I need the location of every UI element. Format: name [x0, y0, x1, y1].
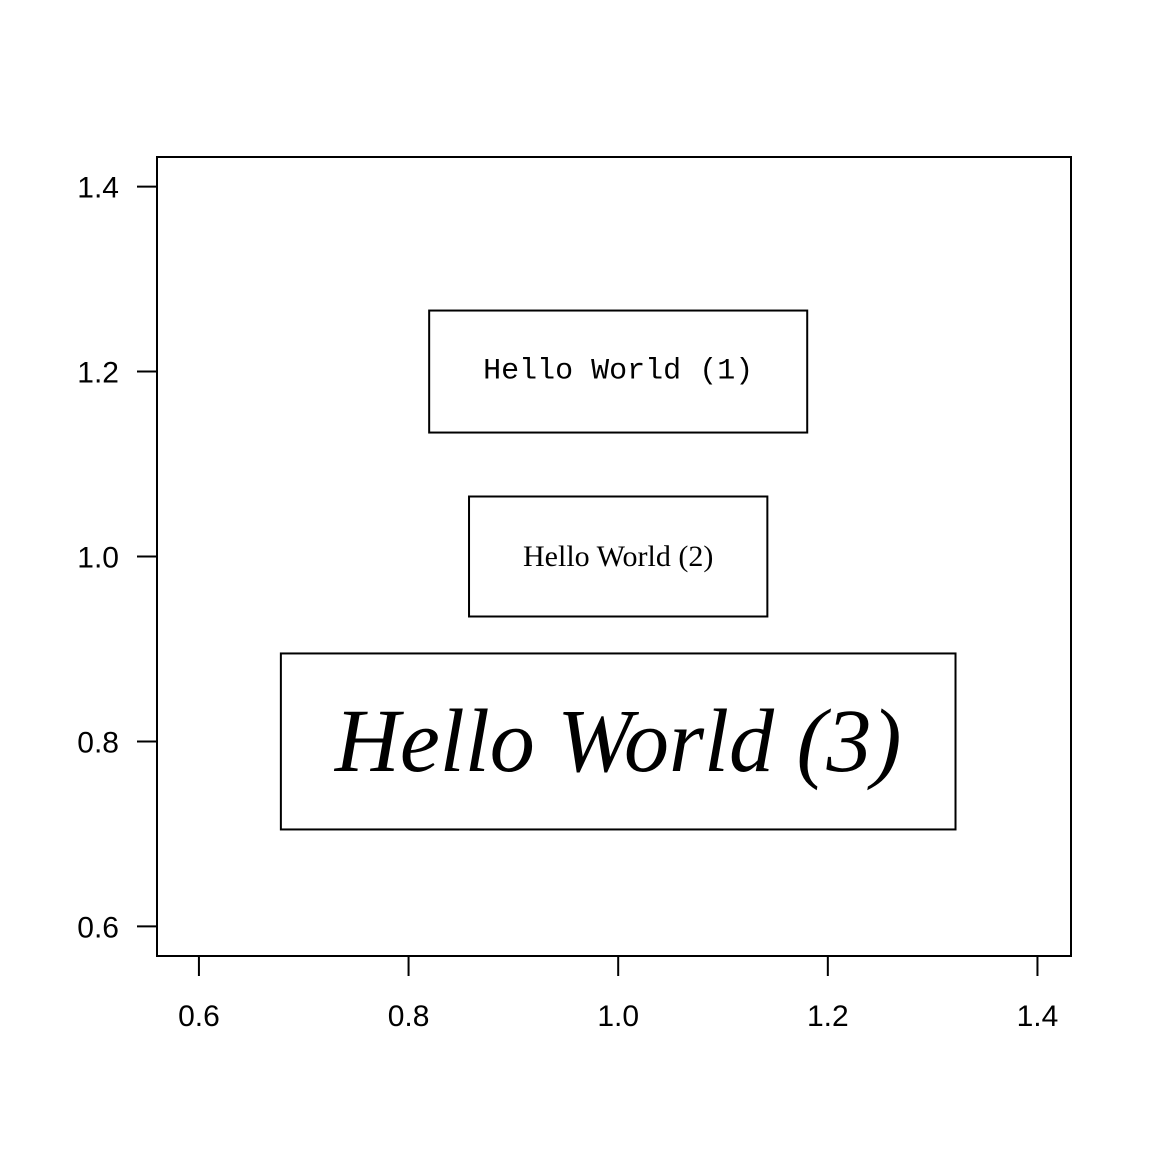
- x-tick-label: 1.0: [597, 1000, 639, 1033]
- annotation-text: Hello World (3): [334, 692, 902, 791]
- annotation-3: Hello World (3): [279, 652, 957, 831]
- x-tick-label: 1.4: [1017, 1000, 1059, 1033]
- annotation-text: Hello World (1): [483, 355, 753, 389]
- y-axis: 0.6 0.8 1.0 1.2 1.4: [77, 172, 158, 944]
- annotation-box: [279, 652, 957, 831]
- y-tick-label: 0.6: [77, 911, 119, 944]
- annotation-box: [468, 495, 769, 618]
- annotation-1: Hello World (1): [428, 309, 809, 434]
- y-tick-label: 1.4: [77, 172, 119, 205]
- x-tick-label: 0.8: [388, 1000, 430, 1033]
- y-tick-label: 1.0: [77, 542, 119, 575]
- x-tick-label: 0.6: [178, 1000, 220, 1033]
- annotation-layer: Hello World (1) Hello World (2) Hello Worl…: [279, 309, 957, 831]
- x-axis: 0.6 0.8 1.0 1.2 1.4: [178, 955, 1059, 1033]
- y-tick-label: 0.8: [77, 726, 119, 759]
- annotation-box: [428, 309, 809, 434]
- x-tick-label: 1.2: [807, 1000, 849, 1033]
- y-tick-label: 1.2: [77, 357, 119, 390]
- annotation-text: Hello World (2): [523, 540, 713, 573]
- annotation-2: Hello World (2): [468, 495, 769, 618]
